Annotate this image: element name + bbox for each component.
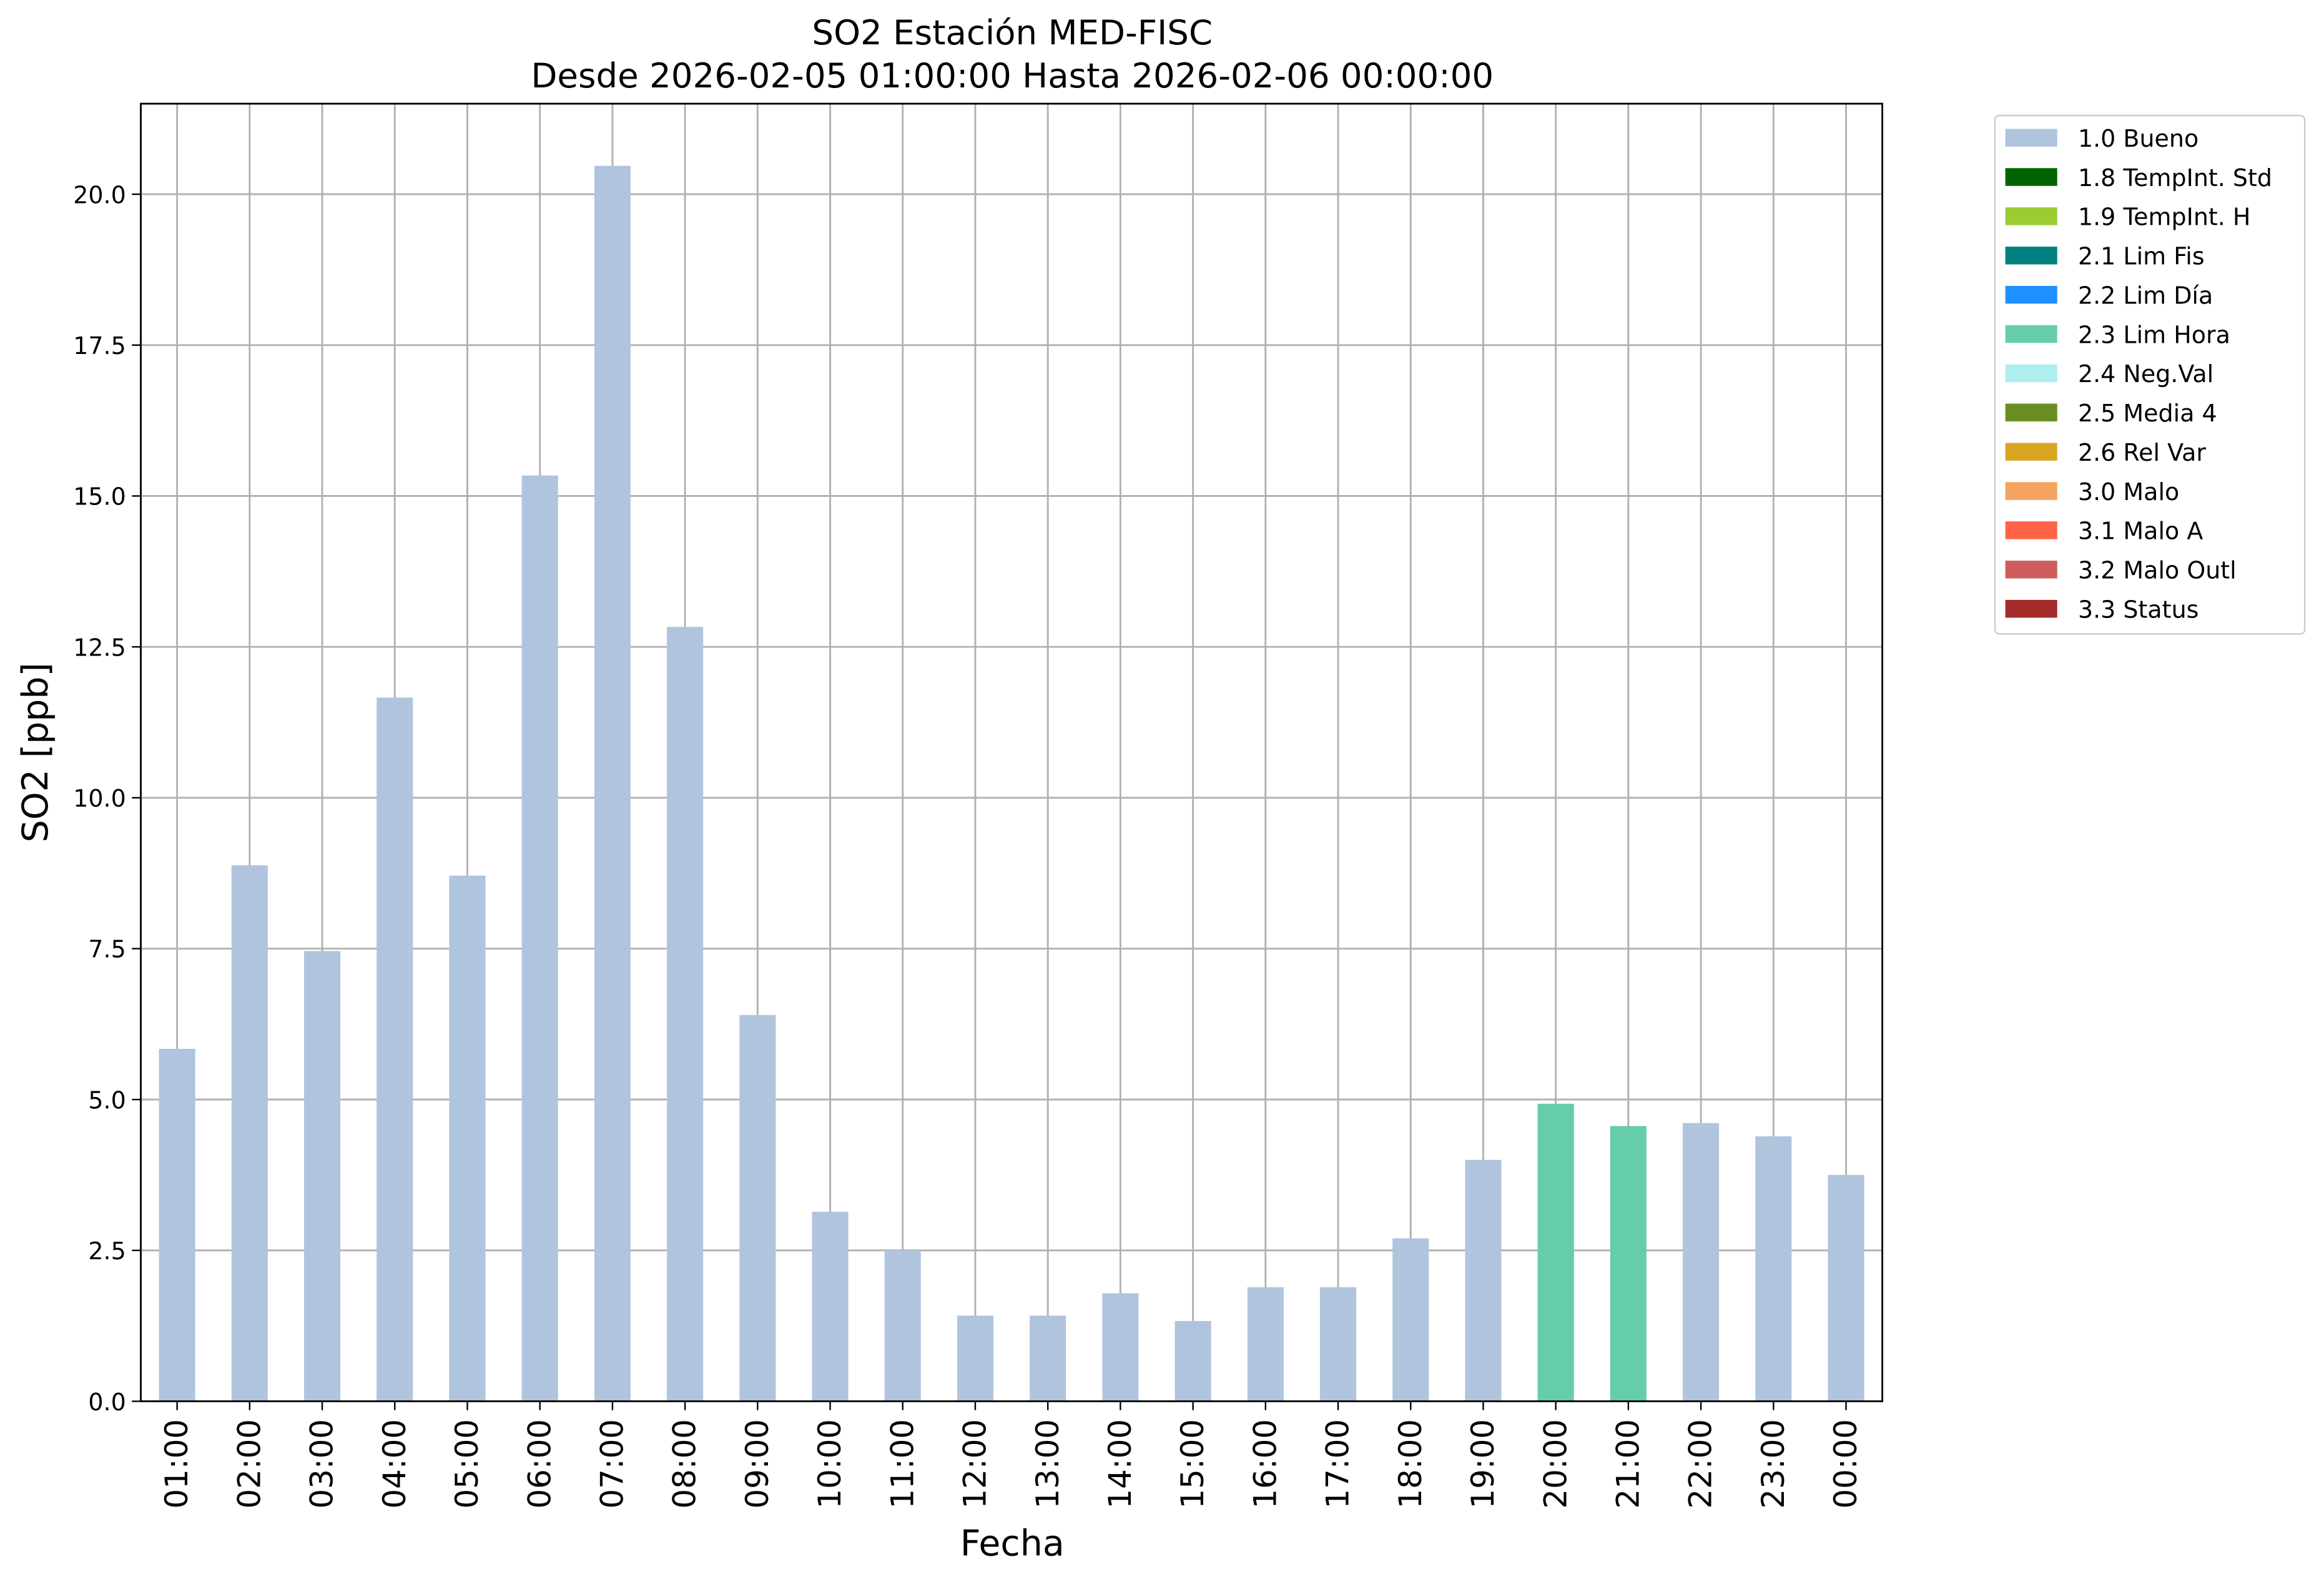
legend-label: 3.0 Malo (2078, 478, 2179, 506)
x-tick-label: 19:00 (1465, 1419, 1501, 1509)
legend-label: 2.1 Lim Fis (2078, 243, 2205, 270)
bar (449, 875, 486, 1402)
x-tick-label: 03:00 (304, 1419, 340, 1509)
x-tick-label: 12:00 (957, 1419, 993, 1509)
bar (1392, 1238, 1429, 1402)
bar (812, 1211, 849, 1402)
bar (594, 165, 631, 1402)
bar (1319, 1287, 1357, 1402)
bar (1537, 1103, 1574, 1402)
legend-swatch (2005, 364, 2057, 383)
bar (1030, 1315, 1066, 1402)
x-tick-label: 00:00 (1828, 1419, 1864, 1509)
legend-swatch (2005, 561, 2057, 579)
y-tick-label: 12.5 (73, 634, 126, 661)
x-tick-label: 04:00 (377, 1419, 413, 1509)
bar (159, 1048, 195, 1402)
legend-swatch (2005, 599, 2057, 618)
legend-box (1994, 114, 2306, 635)
bar (1102, 1293, 1139, 1402)
legend-swatch (2005, 247, 2057, 265)
legend-label: 2.4 Neg.Val (2078, 360, 2213, 388)
x-tick-label: 18:00 (1392, 1419, 1429, 1509)
bar (303, 951, 341, 1402)
legend-label: 1.0 Bueno (2078, 125, 2198, 152)
chart-title: SO2 Estación MED-FISC (812, 12, 1213, 52)
x-tick-label: 16:00 (1247, 1419, 1283, 1509)
x-tick-label: 09:00 (739, 1419, 775, 1509)
x-tick-label: 21:00 (1610, 1419, 1646, 1509)
bar (377, 697, 413, 1402)
bar (521, 475, 558, 1402)
legend-swatch (2005, 285, 2057, 304)
y-tick-label: 15.0 (73, 483, 126, 511)
x-axis-label: Fecha (960, 1523, 1065, 1564)
bar (1247, 1287, 1284, 1402)
legend-swatch (2005, 129, 2057, 147)
legend-label: 1.9 TempInt. H (2078, 204, 2251, 231)
legend-swatch (2005, 521, 2057, 539)
y-tick-label: 5.0 (88, 1086, 126, 1114)
y-axis-label: SO2 [ppb] (15, 662, 56, 842)
x-tick-label: 06:00 (521, 1419, 558, 1509)
legend-label: 3.1 Malo A (2078, 518, 2203, 545)
bar (739, 1015, 776, 1402)
chart-subtitle: Desde 2026-02-05 01:00:00 Hasta 2026-02-… (531, 56, 1494, 96)
legend-swatch (2005, 482, 2057, 500)
bar (231, 865, 268, 1402)
y-tick-label: 7.5 (88, 936, 126, 963)
legend-swatch (2005, 403, 2057, 422)
x-tick-label: 05:00 (449, 1419, 485, 1509)
legend-label: 2.2 Lim Día (2078, 282, 2213, 309)
bar (957, 1315, 994, 1402)
x-tick-label: 07:00 (594, 1419, 630, 1509)
legend-label: 2.5 Media 4 (2078, 400, 2217, 427)
bar (1683, 1123, 1720, 1402)
y-tick-label: 10.0 (73, 785, 126, 812)
bar (1465, 1159, 1502, 1402)
x-tick-label: 02:00 (231, 1419, 267, 1509)
x-tick-label: 01:00 (159, 1419, 195, 1509)
x-tick-label: 14:00 (1102, 1419, 1138, 1509)
bar (1755, 1136, 1792, 1402)
y-tick-label: 0.0 (88, 1388, 126, 1416)
legend-label: 3.3 Status (2078, 596, 2198, 623)
legend-label: 3.2 Malo Outl (2078, 557, 2237, 584)
bar (1174, 1320, 1211, 1402)
bar (884, 1250, 921, 1402)
x-tick-label: 10:00 (812, 1419, 848, 1509)
plot-frame (140, 102, 1884, 1402)
y-tick-label: 20.0 (73, 181, 126, 209)
bar (667, 627, 704, 1402)
x-tick-label: 23:00 (1755, 1419, 1791, 1509)
bar (1610, 1126, 1647, 1402)
x-tick-label: 13:00 (1030, 1419, 1066, 1509)
legend-swatch (2005, 207, 2057, 225)
x-tick-label: 17:00 (1320, 1419, 1356, 1509)
legend-label: 2.6 Rel Var (2078, 439, 2206, 466)
x-tick-label: 11:00 (884, 1419, 920, 1509)
legend-swatch (2005, 325, 2057, 343)
legend-label: 2.3 Lim Hora (2078, 321, 2230, 348)
x-tick-label: 20:00 (1537, 1419, 1573, 1509)
x-tick-label: 08:00 (667, 1419, 703, 1509)
x-tick-label: 15:00 (1174, 1419, 1211, 1509)
y-tick-label: 17.5 (73, 332, 126, 360)
x-tick-label: 22:00 (1683, 1419, 1719, 1509)
y-tick-label: 2.5 (88, 1237, 126, 1265)
legend-label: 1.8 TempInt. Std (2078, 164, 2272, 192)
bar (1828, 1175, 1864, 1402)
legend-swatch (2005, 168, 2057, 186)
legend-swatch (2005, 443, 2057, 461)
